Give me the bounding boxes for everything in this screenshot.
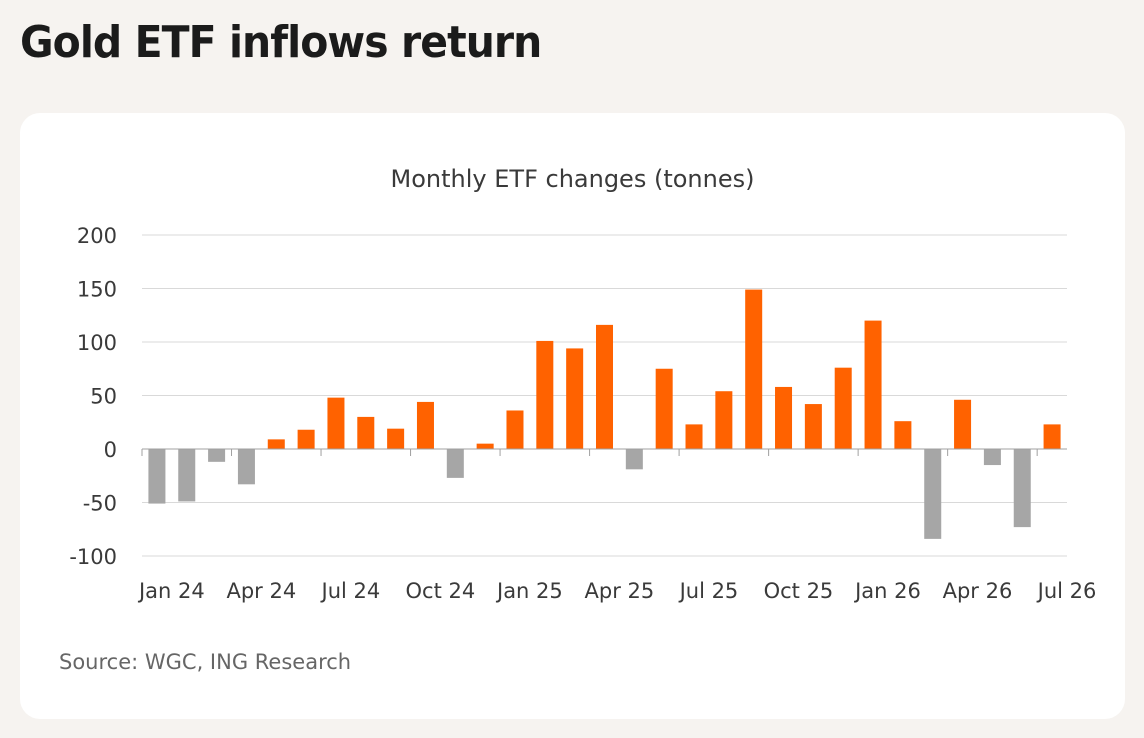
bar-feb-24 [178, 449, 196, 502]
x-tick-label: Apr 25 [585, 579, 655, 603]
bar-feb-26 [894, 421, 912, 449]
y-tick-label: 50 [90, 385, 117, 409]
bar-apr-25 [595, 324, 614, 449]
bar-jun-25 [655, 368, 673, 449]
bar-sep-25 [745, 289, 763, 449]
bar-jul-24 [327, 397, 345, 449]
bar-mar-26 [924, 449, 942, 539]
x-tick-label: Oct 25 [764, 579, 834, 603]
chart-card: Monthly ETF changes (tonnes) 200 150 100 50… [20, 113, 1125, 719]
bar-oct-24 [416, 401, 434, 449]
bar-jan-24 [148, 449, 166, 504]
bar-sep-24 [387, 428, 405, 449]
bar-feb-25 [536, 340, 554, 449]
x-tick-label: Jul 26 [1036, 579, 1097, 603]
bar-jun-26 [1013, 449, 1031, 528]
y-tick-label: 0 [104, 438, 117, 462]
bar-nov-24 [446, 449, 464, 478]
x-tick-label: Apr 24 [226, 579, 296, 603]
bar-jul-25 [685, 424, 703, 449]
x-tick-label: Jan 26 [853, 579, 921, 603]
bar-jan-26 [864, 320, 882, 449]
bar-mar-24 [208, 449, 226, 462]
source-note: Source: WGC, ING Research [59, 650, 352, 674]
y-tick-label: -100 [69, 545, 117, 569]
bar-jun-24 [297, 429, 315, 449]
x-tick-label: Jan 25 [495, 579, 563, 603]
bar-dec-24 [476, 443, 494, 449]
bar-oct-25 [775, 386, 793, 449]
chart-title: Monthly ETF changes (tonnes) [390, 165, 755, 193]
bar-may-25 [625, 449, 643, 470]
bar-apr-24 [237, 449, 255, 485]
bar-aug-25 [715, 391, 733, 449]
page-title: Gold ETF inflows return [20, 17, 542, 68]
bars [148, 289, 1061, 539]
bar-apr-26 [954, 399, 972, 449]
bar-dec-25 [834, 367, 852, 449]
x-tick-label: Jan 24 [137, 579, 205, 603]
bar-nov-25 [804, 404, 822, 449]
bar-aug-24 [357, 416, 375, 449]
bar-chart: 200 150 100 50 0 -50 -100 Jan 24 Apr 24 Jul 24 Oc… [69, 224, 1096, 603]
y-tick-label: -50 [83, 492, 117, 516]
x-axis [141, 448, 1067, 456]
bar-jul-26 [1043, 424, 1061, 449]
x-tick-label: Jul 24 [320, 579, 381, 603]
x-tick-label: Apr 26 [943, 579, 1013, 603]
x-tick-label: Oct 24 [406, 579, 476, 603]
x-axis-labels: Jan 24 Apr 24 Jul 24 Oct 24 Jan 25 Apr 25 Jul … [137, 579, 1096, 603]
x-tick-label: Jul 25 [678, 579, 739, 603]
y-axis-labels: 200 150 100 50 0 -50 -100 [69, 224, 117, 569]
y-tick-label: 200 [77, 224, 117, 248]
bar-may-26 [983, 449, 1001, 466]
bar-mar-25 [566, 348, 584, 449]
y-tick-label: 150 [77, 278, 117, 302]
bar-may-24 [267, 439, 285, 449]
y-tick-label: 100 [77, 331, 117, 355]
bar-jan-25 [506, 410, 524, 449]
